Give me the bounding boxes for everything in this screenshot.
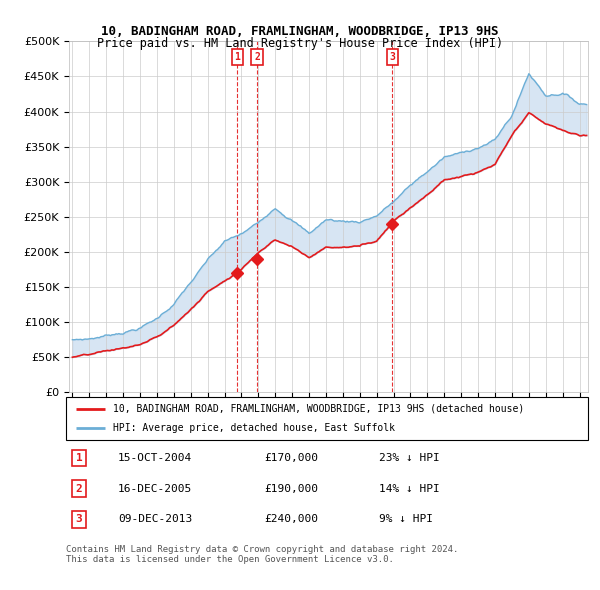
Text: 15-OCT-2004: 15-OCT-2004 [118,453,193,463]
Text: 10, BADINGHAM ROAD, FRAMLINGHAM, WOODBRIDGE, IP13 9HS (detached house): 10, BADINGHAM ROAD, FRAMLINGHAM, WOODBRI… [113,404,524,414]
Text: 1: 1 [234,52,240,62]
Text: 23% ↓ HPI: 23% ↓ HPI [379,453,440,463]
Text: Price paid vs. HM Land Registry's House Price Index (HPI): Price paid vs. HM Land Registry's House … [97,37,503,50]
Text: 1: 1 [76,453,82,463]
Text: 9% ↓ HPI: 9% ↓ HPI [379,514,433,524]
Text: 14% ↓ HPI: 14% ↓ HPI [379,484,440,493]
FancyBboxPatch shape [66,397,588,440]
Text: £190,000: £190,000 [265,484,319,493]
Text: 2: 2 [254,52,260,62]
Text: 3: 3 [76,514,82,524]
Text: Contains HM Land Registry data © Crown copyright and database right 2024.
This d: Contains HM Land Registry data © Crown c… [66,545,458,564]
Text: £170,000: £170,000 [265,453,319,463]
Text: 16-DEC-2005: 16-DEC-2005 [118,484,193,493]
Text: 10, BADINGHAM ROAD, FRAMLINGHAM, WOODBRIDGE, IP13 9HS: 10, BADINGHAM ROAD, FRAMLINGHAM, WOODBRI… [101,25,499,38]
Text: £240,000: £240,000 [265,514,319,524]
Text: 09-DEC-2013: 09-DEC-2013 [118,514,193,524]
Text: 2: 2 [76,484,82,493]
Text: HPI: Average price, detached house, East Suffolk: HPI: Average price, detached house, East… [113,422,395,432]
Text: 3: 3 [389,52,395,62]
